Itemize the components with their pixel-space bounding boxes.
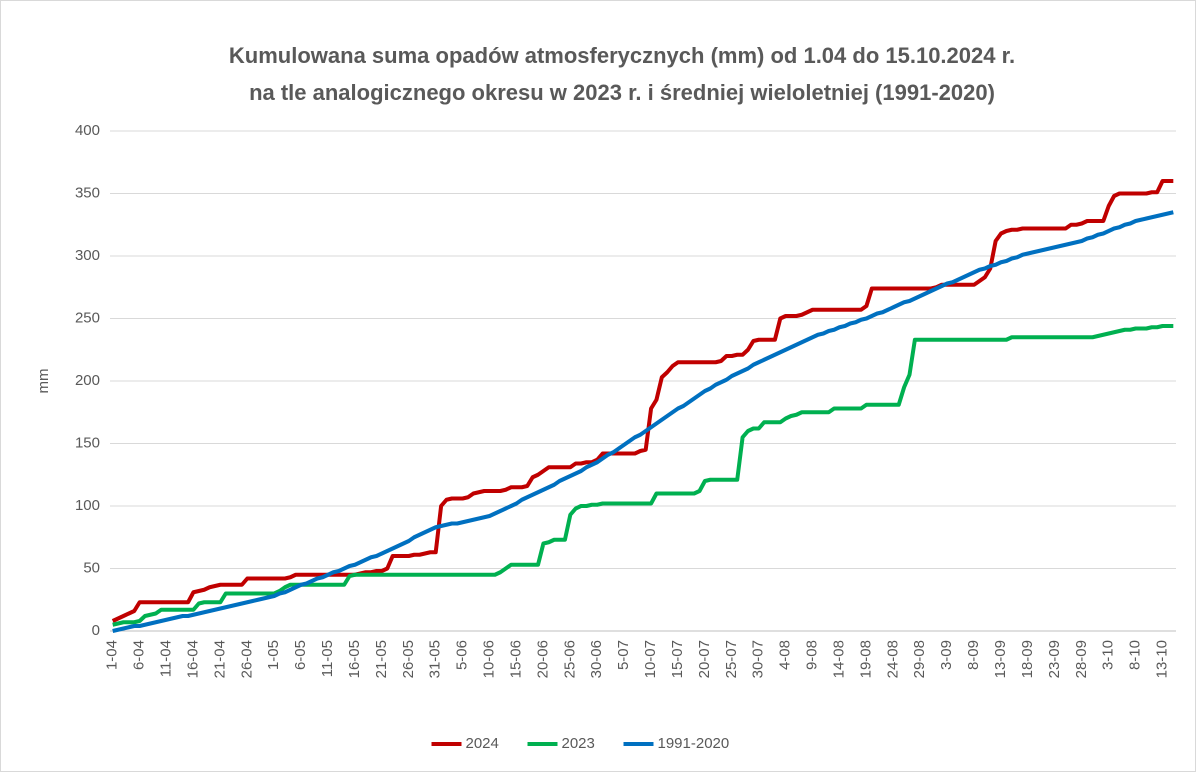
legend-label: 1991-2020: [658, 735, 730, 752]
y-tick-label: 200: [75, 372, 100, 389]
x-tick-label: 16-04: [184, 640, 201, 678]
x-tick-label: 15-06: [507, 640, 524, 678]
legend-label: 2024: [466, 735, 499, 752]
y-tick-label: 300: [75, 247, 100, 264]
x-tick-label: 31-05: [427, 640, 444, 678]
x-tick-label: 30-06: [588, 640, 605, 678]
x-tick-label: 26-04: [238, 640, 255, 678]
x-tick-label: 21-04: [211, 640, 228, 678]
x-tick-label: 26-05: [400, 640, 417, 678]
series-line: [112, 210, 1174, 633]
x-tick-label: 20-06: [534, 640, 551, 678]
x-tick-label: 20-07: [696, 640, 713, 678]
chart-title: na tle analogicznego okresu w 2023 r. i …: [249, 80, 995, 105]
x-tick-label: 13-09: [992, 640, 1009, 678]
series-line: [112, 324, 1174, 627]
x-tick-label: 16-05: [346, 640, 363, 678]
x-tick-label: 30-07: [750, 640, 767, 678]
chart-title: Kumulowana suma opadów atmosferycznych (…: [229, 43, 1015, 68]
x-tick-label: 5-07: [615, 640, 632, 670]
x-tick-label: 15-07: [669, 640, 686, 678]
x-tick-label: 8-10: [1127, 640, 1144, 670]
x-tick-label: 28-09: [1073, 640, 1090, 678]
x-tick-label: 24-08: [884, 640, 901, 678]
x-tick-label: 3-09: [938, 640, 955, 670]
y-tick-label: 350: [75, 184, 100, 201]
x-tick-label: 10-06: [481, 640, 498, 678]
y-tick-label: 100: [75, 497, 100, 514]
x-tick-label: 6-04: [131, 640, 148, 670]
x-tick-label: 19-08: [857, 640, 874, 678]
legend-label: 2023: [562, 735, 595, 752]
x-tick-label: 9-08: [804, 640, 821, 670]
x-tick-label: 11-04: [157, 640, 174, 677]
x-tick-label: 21-05: [373, 640, 390, 678]
y-tick-label: 0: [92, 622, 100, 639]
y-tick-label: 50: [83, 559, 100, 576]
x-tick-label: 25-06: [561, 640, 578, 678]
x-tick-label: 4-08: [777, 640, 794, 670]
x-tick-label: 6-05: [292, 640, 309, 670]
y-tick-label: 150: [75, 434, 100, 451]
x-tick-label: 3-10: [1100, 640, 1117, 670]
x-tick-label: 14-08: [830, 640, 847, 678]
x-tick-label: 18-09: [1019, 640, 1036, 678]
y-axis-label: mm: [35, 369, 52, 394]
x-tick-label: 25-07: [723, 640, 740, 678]
x-tick-label: 10-07: [642, 640, 659, 678]
x-tick-label: 1-04: [104, 640, 121, 670]
x-tick-label: 13-10: [1154, 640, 1171, 678]
x-tick-label: 5-06: [454, 640, 471, 670]
x-tick-label: 11-05: [319, 640, 336, 677]
x-tick-label: 23-09: [1046, 640, 1063, 678]
y-tick-label: 250: [75, 309, 100, 326]
x-tick-label: 29-08: [911, 640, 928, 678]
x-tick-label: 1-05: [265, 640, 282, 670]
y-tick-label: 400: [75, 122, 100, 139]
series-line: [111, 179, 1174, 623]
x-tick-label: 8-09: [965, 640, 982, 670]
